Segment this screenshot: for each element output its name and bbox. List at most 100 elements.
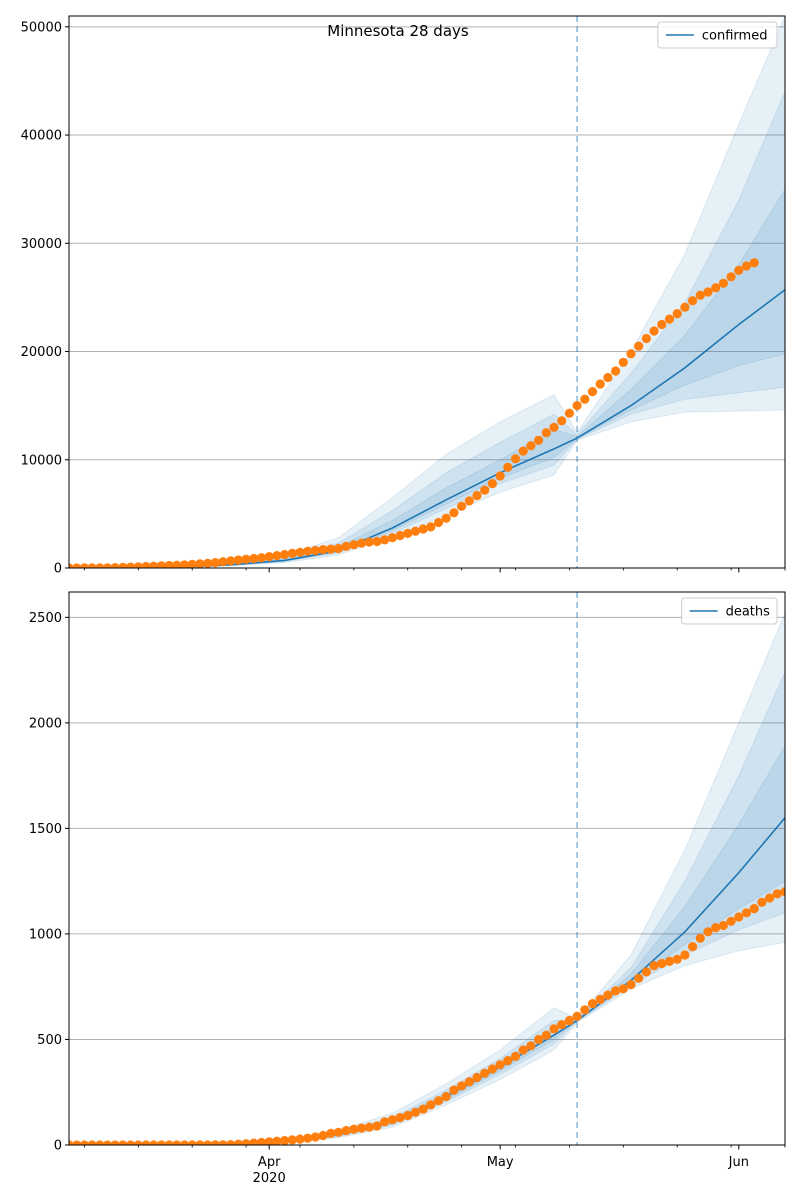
observed-point (149, 561, 159, 568)
observed-point (657, 958, 667, 969)
observed-point (688, 942, 698, 952)
observed-point (549, 422, 559, 432)
observed-point (179, 1140, 190, 1145)
observed-point (695, 933, 705, 943)
observed-point (680, 950, 690, 960)
observed-point (695, 290, 705, 300)
observed-point (433, 1096, 444, 1106)
observed-point (603, 372, 613, 383)
observed-point (195, 559, 205, 568)
observed-point (203, 1140, 213, 1145)
observed-point (518, 446, 528, 456)
observed-point (256, 1137, 267, 1145)
y-tick-label: 1500 (29, 822, 62, 837)
observed-point (711, 283, 721, 293)
observed-point (680, 302, 690, 312)
x-tick-sublabel: 2020 (253, 1171, 286, 1186)
observed-point (102, 563, 113, 568)
observed-point (318, 545, 328, 555)
observed-point (341, 541, 351, 552)
observed-point (310, 1132, 320, 1142)
observed-point (164, 1140, 174, 1145)
observed-point (79, 1140, 89, 1145)
observed-point (410, 526, 421, 536)
observed-point (711, 923, 721, 933)
observed-point (495, 1060, 505, 1070)
observed-point (233, 1139, 243, 1145)
y-tick-label: 20000 (21, 345, 62, 360)
observed-point (449, 508, 459, 518)
observed-point (649, 326, 659, 336)
observed-point (580, 1005, 590, 1015)
legend-label: confirmed (702, 29, 768, 44)
observed-point (357, 1123, 367, 1133)
legend: confirmed (657, 21, 778, 49)
observed-point (272, 551, 282, 561)
observed-point (118, 562, 128, 568)
observed-point (657, 319, 667, 330)
observed-point (287, 1135, 297, 1145)
observed-point (226, 556, 236, 566)
observed-point (318, 1130, 328, 1141)
observed-point (557, 1020, 567, 1030)
observed-point (218, 1140, 228, 1145)
observed-point (303, 1133, 313, 1143)
observed-point (349, 540, 359, 550)
observed-point (611, 366, 621, 376)
observed-point (295, 547, 305, 557)
observed-point (534, 435, 544, 445)
observed-point (133, 1140, 143, 1145)
observed-point (79, 563, 89, 568)
observed-point (557, 416, 567, 426)
y-tick-label: 30000 (21, 237, 62, 252)
observed-point (249, 553, 259, 564)
observed-point (72, 1140, 82, 1145)
observed-point (280, 1136, 290, 1145)
axes-frame (68, 591, 786, 1146)
observed-point (626, 349, 636, 359)
observed-point (672, 309, 682, 319)
observed-point (102, 1140, 113, 1145)
observed-point (126, 562, 136, 568)
observed-point (110, 1140, 120, 1145)
observed-point (226, 1140, 236, 1145)
observed-point (587, 999, 598, 1009)
observed-point (541, 1030, 551, 1040)
observed-point (534, 1034, 544, 1045)
legend-label: deaths (726, 605, 771, 620)
observed-point (141, 561, 151, 568)
observed-point (741, 261, 752, 271)
observed-point (510, 454, 521, 464)
observed-point (718, 278, 729, 288)
observed-point (272, 1136, 282, 1145)
observed-point (595, 379, 605, 389)
observed-point (149, 1140, 159, 1145)
x-tick-label: May (487, 1155, 514, 1170)
observed-point (341, 1126, 351, 1136)
observed-point (587, 387, 598, 397)
observed-point (664, 314, 675, 324)
observed-point (395, 530, 405, 541)
observed-point (172, 1140, 182, 1145)
observed-point (649, 961, 659, 971)
observed-point (457, 1081, 467, 1091)
observed-point (218, 557, 228, 567)
observed-point (249, 1138, 259, 1145)
observed-point (387, 533, 397, 543)
y-tick-label: 2500 (29, 611, 62, 626)
observed-point (741, 908, 752, 918)
observed-point (203, 558, 213, 568)
legend: deaths (681, 597, 778, 625)
observed-point (310, 545, 320, 556)
y-tick-label: 0 (54, 1139, 62, 1154)
observed-point (333, 1127, 344, 1137)
observed-point (156, 561, 166, 568)
observed-point (688, 296, 698, 306)
observed-point (526, 1041, 536, 1051)
observed-point (156, 1140, 166, 1145)
observed-point (518, 1045, 528, 1055)
observed-point (734, 912, 744, 922)
uncertainty-band-1 (69, 16, 785, 568)
